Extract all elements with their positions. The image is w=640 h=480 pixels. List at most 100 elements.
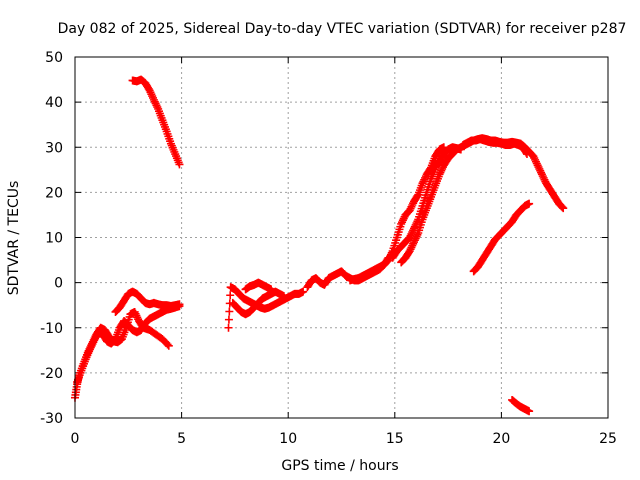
data-point xyxy=(399,214,408,223)
data-point xyxy=(87,341,96,350)
data-point xyxy=(435,170,444,179)
series-s12 xyxy=(459,135,531,159)
y-axis-label: SDTVAR / TECUs xyxy=(6,181,22,296)
data-point xyxy=(557,202,566,211)
data-point xyxy=(409,238,418,247)
data-point xyxy=(538,172,547,181)
x-axis-label: GPS time / hours xyxy=(281,458,398,474)
data-point xyxy=(413,230,422,239)
data-point xyxy=(531,157,540,166)
data-point xyxy=(163,340,172,349)
data-point xyxy=(406,231,415,240)
tick-labels: 0 5 10 15 20 25 -30 -20 -10 0 10 20 30 40 50 xyxy=(40,50,617,447)
grid-lines xyxy=(75,57,608,418)
data-point xyxy=(436,168,445,177)
data-point xyxy=(409,224,418,233)
data-point xyxy=(418,179,427,188)
data-point xyxy=(408,241,417,250)
x-tick-label: 0 xyxy=(71,431,80,447)
series-s1 xyxy=(128,75,184,169)
data-point xyxy=(175,300,184,309)
data-point xyxy=(131,309,140,318)
data-point xyxy=(537,170,546,179)
data-point xyxy=(406,245,415,254)
data-point xyxy=(412,219,421,228)
data-point xyxy=(407,243,416,252)
data-point xyxy=(299,287,308,296)
data-point xyxy=(405,247,414,256)
data-point xyxy=(531,155,540,164)
data-point xyxy=(407,229,416,238)
data-point xyxy=(405,206,414,215)
y-tick-label: 40 xyxy=(45,95,63,111)
data-point xyxy=(109,336,118,345)
data-point xyxy=(540,175,549,184)
chart-title: Day 082 of 2025, Sidereal Day-to-day VTE… xyxy=(58,21,627,37)
data-point xyxy=(533,161,542,170)
x-tick-label: 20 xyxy=(492,431,510,447)
data-point xyxy=(398,218,407,227)
data-point xyxy=(153,103,162,112)
series-s10 xyxy=(388,143,465,262)
data-point xyxy=(224,315,233,324)
y-tick-label: -10 xyxy=(40,321,63,337)
data-point xyxy=(407,202,416,211)
data-point xyxy=(539,173,548,182)
data-point xyxy=(420,175,429,184)
data-point xyxy=(535,164,544,173)
series-s13 xyxy=(469,199,534,276)
data-point xyxy=(530,154,539,163)
data-point xyxy=(175,160,184,169)
data-point xyxy=(88,339,97,348)
series-s5 xyxy=(224,283,308,332)
data-point xyxy=(421,173,430,182)
data-point xyxy=(150,97,159,106)
series-s7 xyxy=(241,278,276,294)
data-point xyxy=(411,234,420,243)
data-point xyxy=(410,222,419,231)
data-point xyxy=(410,236,419,245)
data-point xyxy=(409,239,418,248)
data-point xyxy=(132,311,141,320)
data-point xyxy=(558,203,567,212)
y-tick-label: 0 xyxy=(54,276,63,292)
data-point xyxy=(397,219,406,228)
data-point xyxy=(224,323,233,332)
series-s14 xyxy=(508,395,534,416)
data-point xyxy=(405,233,414,242)
data-point xyxy=(406,204,415,213)
data-point xyxy=(86,343,95,352)
data-point xyxy=(398,216,407,225)
data-point xyxy=(151,99,160,108)
data-point xyxy=(384,256,393,265)
data-point xyxy=(559,204,568,213)
x-tick-label: 5 xyxy=(177,431,186,447)
y-tick-label: 10 xyxy=(45,231,63,247)
x-tick-label: 15 xyxy=(386,431,404,447)
series-s6 xyxy=(228,287,288,319)
data-point xyxy=(412,232,421,241)
data-point xyxy=(225,307,234,316)
data-points xyxy=(71,75,568,416)
data-point xyxy=(226,291,235,300)
data-point xyxy=(130,307,139,316)
data-point xyxy=(532,159,541,168)
series-s4 xyxy=(111,287,184,316)
data-point xyxy=(529,152,538,161)
data-point xyxy=(534,163,543,172)
data-point xyxy=(279,292,288,301)
y-tick-label: 20 xyxy=(45,185,63,201)
data-point xyxy=(437,166,446,175)
y-tick-label: 50 xyxy=(45,50,63,66)
series-s9 xyxy=(346,143,448,285)
data-point xyxy=(164,341,173,350)
data-point xyxy=(413,191,422,200)
data-point xyxy=(536,166,545,175)
data-point xyxy=(408,228,417,237)
data-point xyxy=(408,201,417,210)
data-point xyxy=(149,95,158,104)
data-point xyxy=(419,177,428,186)
data-point xyxy=(152,101,161,110)
